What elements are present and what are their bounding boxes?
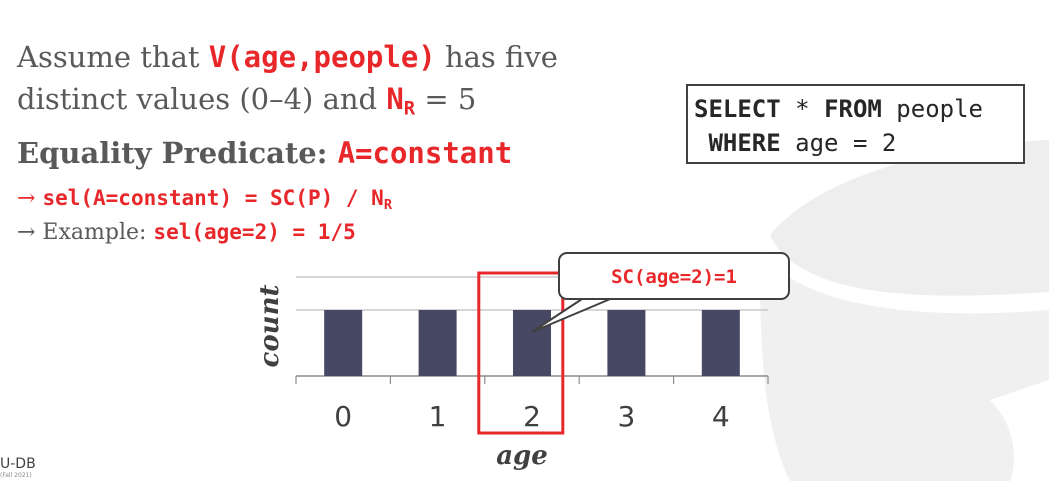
sql-row-select: SELECT * FROM people [694,95,984,123]
nr-symbol: NR [386,82,416,120]
example-code: sel(age=2) = 1/5 [153,220,356,244]
distinct-values-text: distinct values (0–4) and [17,82,387,116]
bar-age-1 [418,310,457,376]
intro-line: Assume that V(age,people) has five [17,40,558,74]
formula-code: sel(A=constant) = SC(P) / NR [42,186,393,214]
arrow-icon: → [17,186,36,211]
bar-age-2 [513,310,551,376]
callout: SC(age=2)=1 [531,252,790,333]
footer-logo: U-DB [0,456,36,472]
arrow-icon: → [17,220,36,245]
bar-age-4 [701,310,740,376]
bar-age-3 [607,310,646,376]
x-tick-label: 3 [617,400,635,433]
predicate-label: Equality Predicate: [17,136,338,170]
x-tick-label: 0 [334,400,352,433]
x-tick-label: 2 [523,400,541,433]
nr-value: = 5 [415,82,477,116]
sql-query-box: SELECT * FROM people WHERE age = 2 [686,84,1025,164]
example-label: Example: [35,220,154,245]
predicate-heading: Equality Predicate: A=constant [17,136,512,170]
predicate-code: A=constant [337,136,513,170]
intro-code: V(age,people) [208,40,436,74]
x-tick-label: 4 [712,400,730,433]
footer-note: (Fall 2021) [0,472,32,479]
highlight-box [477,271,565,435]
sql-row-where: WHERE age = 2 [708,129,897,157]
intro-text: Assume that [17,40,209,74]
y-axis-label: count [255,285,285,368]
example-line: → Example: sel(age=2) = 1/5 [17,220,356,245]
callout-text: SC(age=2)=1 [611,266,737,288]
intro-tail: has five [435,40,558,74]
formula-line: → sel(A=constant) = SC(P) / NR [17,186,392,213]
bar-age-0 [324,310,363,376]
x-axis-label: age [496,441,548,471]
x-tick-label: 1 [429,400,447,433]
distinct-values-line: distinct values (0–4) and NR = 5 [17,82,476,120]
